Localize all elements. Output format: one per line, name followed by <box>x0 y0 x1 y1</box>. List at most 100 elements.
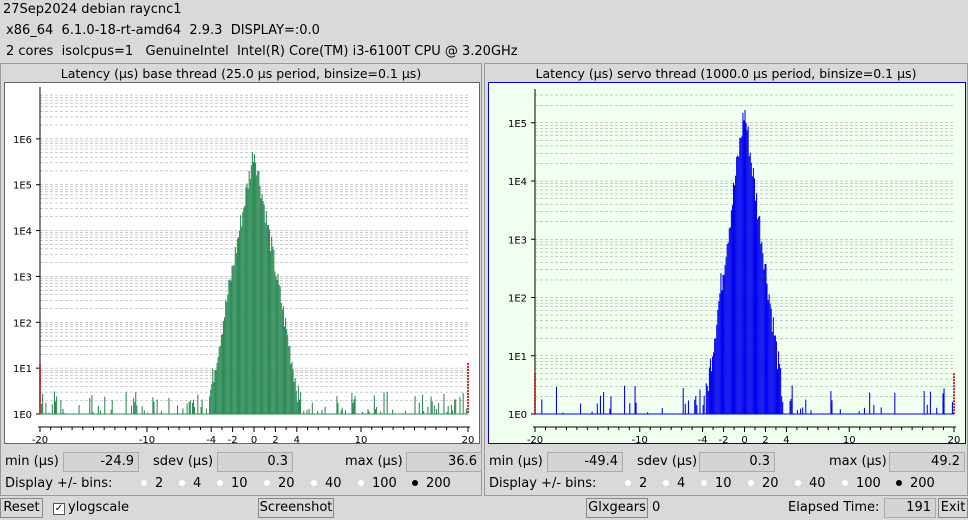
bins-radio-label: 20 <box>278 476 295 491</box>
histogram-bar <box>751 176 753 414</box>
histogram-bar <box>215 370 217 414</box>
elapsed-time-label: Elapsed Time: <box>788 500 880 515</box>
histogram-bar <box>197 394 199 414</box>
histogram-bar <box>748 156 750 414</box>
histogram-bar <box>306 409 308 414</box>
histogram-bar <box>152 397 154 414</box>
header-cpu-info: 2 cores isolcpus=1 GenuineIntel Intel(R)… <box>6 44 518 59</box>
base-max-label: max (µs) <box>345 454 403 469</box>
histogram-bar <box>746 130 748 414</box>
x-tick-label: 10 <box>843 435 856 443</box>
histogram-bar <box>789 400 791 414</box>
histogram-bar <box>724 265 726 414</box>
histogram-bar <box>414 396 416 414</box>
histogram-bar <box>224 317 226 414</box>
histogram-bar <box>750 162 752 414</box>
histogram-bar <box>942 393 944 414</box>
radio-dot-icon <box>217 479 223 486</box>
histogram-bar <box>130 405 133 414</box>
histogram-bar <box>782 402 784 414</box>
screenshot-button[interactable]: Screenshot <box>258 498 334 518</box>
histogram-bar <box>710 371 713 414</box>
radio-dot-icon <box>701 479 707 486</box>
histogram-bar <box>745 123 747 414</box>
histogram-bar <box>629 403 631 414</box>
radio-dot-icon <box>358 479 364 486</box>
histogram-bar <box>247 188 249 414</box>
bins-radio-10[interactable]: 10 <box>217 476 248 491</box>
bins-radio-200[interactable]: 200 <box>896 476 935 491</box>
glxgears-button[interactable]: Glxgears <box>586 498 648 518</box>
bins-radio-100[interactable]: 100 <box>842 476 881 491</box>
reset-button[interactable]: Reset <box>0 498 43 518</box>
histogram-bar <box>721 290 723 414</box>
histogram-bar <box>249 178 251 414</box>
histogram-bar <box>718 301 720 414</box>
x-tick-label: 20 <box>948 435 961 443</box>
histogram-bar <box>227 294 229 414</box>
histogram-bar <box>135 392 137 414</box>
bins-radio-20[interactable]: 20 <box>748 476 779 491</box>
histogram-bar <box>805 399 807 414</box>
histogram-bar <box>796 410 798 414</box>
histogram-bar <box>300 392 302 414</box>
histogram-bar <box>770 308 772 414</box>
histogram-bar <box>273 249 275 414</box>
histogram-bar <box>265 211 267 414</box>
histogram-bar <box>709 358 711 414</box>
histogram-bar <box>111 400 113 414</box>
x-tick-label: -4 <box>698 435 708 443</box>
histogram-bar <box>260 198 262 414</box>
histogram-bar <box>134 401 136 414</box>
histogram-bar <box>831 400 833 414</box>
histogram-bar <box>189 400 191 414</box>
histogram-bar <box>176 405 179 414</box>
bins-radio-10[interactable]: 10 <box>701 476 732 491</box>
histogram-bar <box>251 152 253 415</box>
bins-radio-40[interactable]: 40 <box>311 476 342 491</box>
exit-button[interactable]: Exit <box>938 498 968 518</box>
histogram-bar <box>193 399 195 414</box>
histogram-bar <box>740 137 742 414</box>
bins-radio-20[interactable]: 20 <box>264 476 295 491</box>
histogram-bar <box>226 301 228 414</box>
bins-radio-2[interactable]: 2 <box>625 476 647 491</box>
bins-radio-label: 4 <box>677 476 686 491</box>
histogram-bar <box>168 397 170 414</box>
y-tick-label: 1E3 <box>508 235 527 246</box>
histogram-bar <box>56 396 58 414</box>
histogram-bar <box>762 253 764 414</box>
histogram-bar <box>54 401 57 414</box>
base-thread-panel: Latency (µs) base thread (25.0 µs period… <box>0 63 482 496</box>
histogram-bar <box>194 407 196 414</box>
histogram-bar <box>182 408 184 414</box>
histogram-bar <box>275 275 277 414</box>
histogram-bar <box>383 392 385 414</box>
histogram-bar <box>880 407 882 414</box>
ylogscale-checkbox[interactable]: ✓ <box>53 503 65 515</box>
histogram-bar <box>245 187 247 414</box>
histogram-bar <box>714 338 716 414</box>
bins-radio-200[interactable]: 200 <box>412 476 451 491</box>
histogram-bar <box>943 388 945 414</box>
bins-radio-100[interactable]: 100 <box>358 476 397 491</box>
histogram-bar <box>91 394 93 414</box>
histogram-bar <box>705 383 707 414</box>
radio-dot-icon <box>311 479 317 486</box>
bins-radio-40[interactable]: 40 <box>795 476 826 491</box>
histogram-bar <box>281 309 283 414</box>
histogram-bar <box>291 361 293 414</box>
bins-radio-4[interactable]: 4 <box>179 476 201 491</box>
bins-radio-4[interactable]: 4 <box>663 476 685 491</box>
histogram-bar <box>240 215 242 414</box>
bins-radio-2[interactable]: 2 <box>141 476 163 491</box>
radio-dot-icon <box>179 479 185 486</box>
histogram-bar <box>737 155 739 414</box>
histogram-bar <box>455 399 457 414</box>
histogram-bar <box>446 411 448 414</box>
histogram-bar <box>443 393 445 414</box>
histogram-bar <box>790 398 792 414</box>
histogram-bar <box>430 396 432 414</box>
histogram-bar <box>261 193 263 414</box>
